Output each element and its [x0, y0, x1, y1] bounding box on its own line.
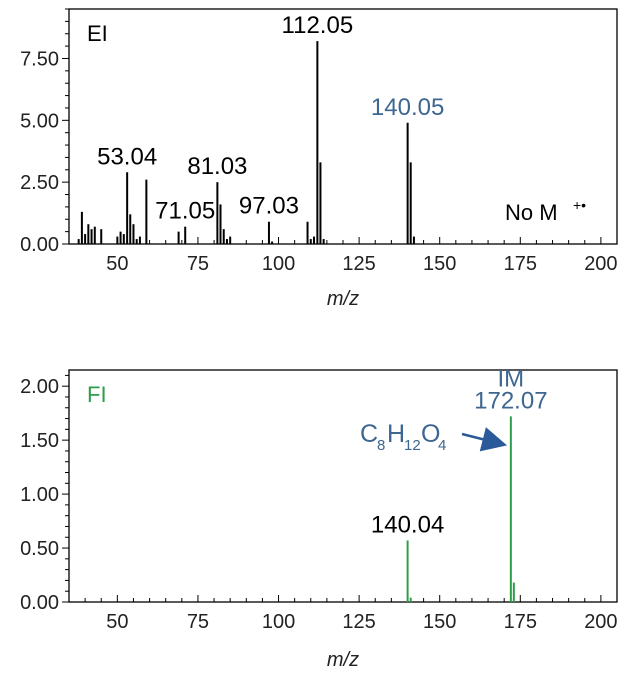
peak-label: 172.07: [474, 387, 547, 414]
panel-label: FI: [87, 382, 107, 407]
x-axis-label: m/z: [327, 288, 359, 310]
y-tick-label: 0.00: [20, 592, 59, 614]
formula-element: C: [360, 420, 378, 448]
note-superscript: +•: [573, 197, 586, 213]
peak-label: 140.04: [371, 511, 444, 538]
peak-label: 53.04: [97, 143, 157, 170]
x-tick-label: 50: [106, 253, 128, 275]
x-tick-label: 175: [504, 611, 537, 633]
peak-label: IM: [498, 365, 525, 392]
y-tick-label: 2.50: [20, 172, 59, 194]
peak-label: 71.05: [155, 198, 215, 225]
y-tick-label: 1.00: [20, 484, 59, 506]
formula-element: H: [387, 420, 405, 448]
y-tick-label: 0.50: [20, 538, 59, 560]
x-tick-label: 75: [187, 611, 209, 633]
x-tick-label: 100: [262, 253, 295, 275]
x-tick-label: 75: [187, 253, 209, 275]
peak-label: 81.03: [187, 153, 247, 180]
x-tick-label: 125: [342, 253, 375, 275]
x-tick-label: 50: [106, 611, 128, 633]
formula-subscript: 4: [438, 437, 446, 454]
x-tick-label: 200: [584, 611, 617, 633]
peak-label: 140.05: [371, 94, 444, 121]
y-tick-label: 2.00: [20, 376, 59, 398]
y-tick-label: 7.50: [20, 48, 59, 70]
x-tick-label: 175: [504, 253, 537, 275]
panel-label: EI: [87, 21, 108, 46]
y-tick-label: 1.50: [20, 430, 59, 452]
no-molecular-ion-note: No M: [505, 200, 558, 225]
x-tick-label: 125: [342, 611, 375, 633]
x-tick-label: 150: [423, 253, 456, 275]
formula-arrow: [461, 427, 508, 452]
x-tick-label: 200: [584, 253, 617, 275]
y-tick-label: 5.00: [20, 110, 59, 132]
formula-subscript: 8: [377, 437, 385, 454]
formula-element: O: [421, 420, 440, 448]
x-axis-label: m/z: [327, 649, 359, 671]
y-tick-label: 0.00: [20, 234, 59, 256]
formula-subscript: 12: [404, 437, 421, 454]
x-tick-label: 150: [423, 611, 456, 633]
peak-label: 112.05: [282, 12, 354, 39]
x-tick-label: 100: [262, 611, 295, 633]
peak-label: 97.03: [239, 193, 299, 220]
